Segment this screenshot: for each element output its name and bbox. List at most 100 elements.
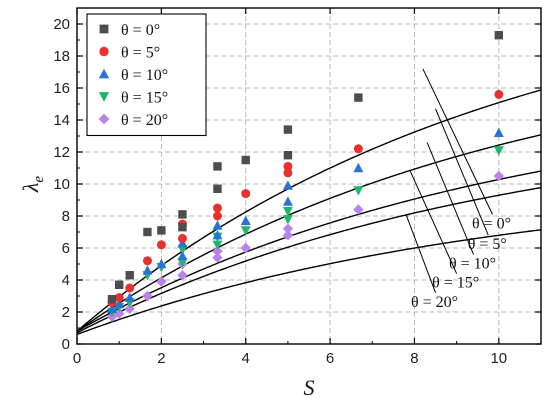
diamond-marker [282, 230, 294, 241]
y-axis-title-subscript: e [31, 176, 47, 183]
triangle-down-marker [177, 245, 188, 255]
circle-marker [99, 46, 109, 57]
diamond-marker [282, 223, 294, 234]
curve-label: θ = 20° [411, 294, 458, 311]
legend-label: θ = 20° [121, 112, 168, 129]
square-marker [354, 93, 363, 102]
curve-label: θ = 15° [432, 275, 479, 292]
x-tick-label: 10 [490, 350, 507, 367]
curve-label-leader [422, 68, 493, 215]
square-marker [125, 271, 134, 280]
square-marker [494, 31, 504, 40]
y-tick-label: 12 [53, 144, 70, 161]
triangle-up-marker [98, 68, 110, 79]
triangle-down-marker [282, 207, 293, 217]
diamond-marker [142, 290, 153, 302]
triangle-up-marker [493, 127, 504, 137]
curve-label-leader [405, 214, 437, 293]
circle-marker [353, 144, 363, 154]
triangle-up-marker [142, 265, 153, 275]
square-marker [283, 151, 293, 160]
data-points [106, 31, 505, 322]
curve-label: θ = 5° [468, 236, 507, 253]
square-marker [107, 295, 117, 304]
y-tick-label: 18 [53, 48, 70, 65]
x-tick-label: 8 [410, 350, 418, 367]
axis-ticks: 0 2 4 6 8 10 0 2 4 6 8 10 12 14 16 18 20 [53, 8, 541, 367]
curve-labels: θ = 0° θ = 5° θ = 10° θ = 15° θ = 20° [405, 68, 511, 311]
y-tick-label: 6 [62, 240, 70, 257]
curve-label: θ = 10° [449, 255, 496, 272]
x-axis-title: S [304, 375, 315, 400]
circle-marker [177, 233, 187, 243]
circle-marker [212, 203, 222, 213]
circle-marker [283, 168, 293, 178]
y-tick-label: 4 [62, 272, 70, 289]
diamond-marker [113, 308, 125, 319]
triangle-up-marker [124, 292, 135, 302]
triangle-up-marker [107, 303, 118, 313]
y-tick-label: 2 [62, 304, 70, 321]
triangle-up-marker [212, 220, 223, 230]
x-tick-label: 4 [242, 350, 250, 367]
curve-label: θ = 0° [472, 215, 511, 232]
triangle-down-marker [493, 146, 504, 156]
y-tick-label: 8 [62, 208, 70, 225]
triangle-up-marker [114, 298, 125, 309]
circle-marker [241, 189, 251, 199]
triangle-up-marker [212, 230, 223, 240]
square-marker [99, 24, 109, 34]
square-marker [213, 162, 222, 171]
triangle-down-marker [177, 258, 188, 268]
diamond-marker [177, 270, 188, 281]
x-tick-label: 0 [73, 350, 81, 367]
square-marker [283, 125, 293, 134]
x-tick-label: 6 [326, 350, 334, 367]
fit-curve [76, 229, 542, 336]
circle-marker [156, 240, 166, 250]
y-tick-label: 10 [53, 176, 70, 193]
square-marker [241, 155, 250, 165]
square-marker [157, 226, 166, 235]
square-marker [178, 223, 187, 232]
curve-label-leader [426, 142, 474, 255]
curve-label-leader [409, 170, 458, 274]
x-tick-label: 2 [157, 350, 165, 367]
legend-label: θ = 10° [121, 67, 168, 84]
fit-curve [76, 170, 542, 332]
circle-marker [114, 293, 124, 303]
circle-marker [212, 211, 222, 221]
diamond-marker [98, 113, 110, 125]
square-marker [213, 184, 222, 193]
triangle-up-marker [282, 196, 293, 206]
y-axis-title-main: λ [18, 183, 43, 194]
diamond-marker [212, 246, 223, 257]
triangle-up-marker [240, 215, 251, 225]
legend-label: θ = 0° [121, 22, 160, 39]
triangle-down-marker [282, 215, 293, 225]
circle-marker [125, 283, 135, 293]
legend: θ = 0° θ = 5° θ = 10° θ = 15° θ = 20° [86, 13, 207, 137]
circle-marker [283, 161, 293, 171]
diamond-marker [353, 204, 364, 215]
y-axis-title: λe [18, 176, 47, 194]
triangle-down-marker [212, 240, 223, 250]
legend-label: θ = 5° [121, 45, 160, 62]
square-marker [114, 280, 124, 289]
diamond-marker [156, 276, 167, 287]
plot-frame [76, 7, 542, 345]
square-marker [143, 227, 152, 237]
y-tick-label: 20 [53, 16, 70, 33]
fit-curve [76, 186, 542, 334]
triangle-up-marker [353, 162, 364, 173]
triangle-up-marker [282, 180, 293, 190]
triangle-down-marker [353, 186, 364, 196]
square-marker [178, 210, 187, 219]
triangle-up-marker [177, 250, 188, 261]
triangle-down-marker [98, 92, 110, 102]
triangle-up-marker [156, 258, 167, 269]
diamond-marker [212, 252, 223, 263]
fit-curve [76, 89, 542, 332]
y-tick-label: 0 [62, 336, 70, 353]
